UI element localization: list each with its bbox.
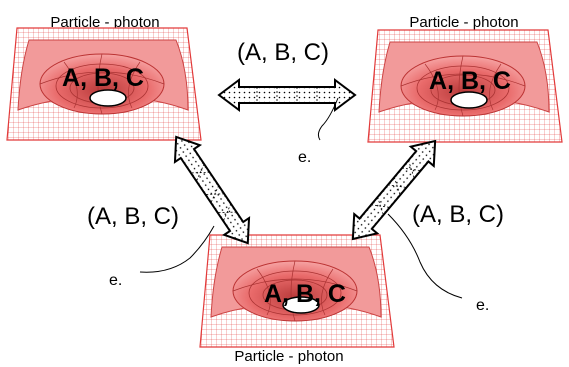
node-top-right: Particle - photon A, B, C: [367, 14, 563, 143]
node-core-label: A, B, C: [429, 67, 511, 95]
marker-leader: [139, 225, 215, 273]
node-core-label: A, B, C: [264, 280, 346, 308]
link-left: (A, B, C) e.: [87, 135, 251, 289]
link-label: (A, B, C): [237, 39, 329, 66]
double-arrow-icon: [351, 139, 437, 241]
node-bottom: A, B, C Particle - photon: [199, 234, 395, 365]
link-top: (A, B, C) e.: [217, 39, 357, 166]
link-marker: e.: [298, 149, 311, 166]
double-arrow-icon: [173, 135, 251, 245]
node-title: Particle - photon: [50, 14, 159, 31]
node-title: Particle - photon: [409, 14, 518, 31]
node-title: Particle - photon: [234, 348, 343, 365]
marker-leader: [387, 213, 463, 299]
link-label: (A, B, C): [412, 201, 504, 228]
marker-leader: [317, 97, 339, 141]
link-marker: e.: [109, 272, 122, 289]
link-label: (A, B, C): [87, 203, 179, 230]
link-right: (A, B, C) e.: [351, 139, 504, 314]
node-core-label: A, B, C: [62, 64, 144, 92]
link-marker: e.: [476, 297, 489, 314]
node-top-left: Particle - photon A, B, C: [6, 14, 202, 141]
double-arrow-icon: [217, 78, 357, 112]
